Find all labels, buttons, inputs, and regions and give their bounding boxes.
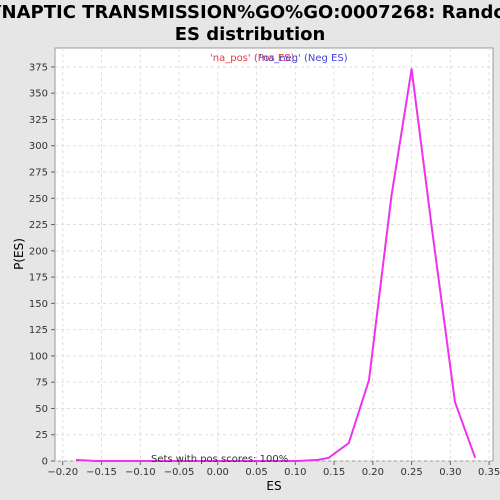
y-tick-label: 50: [35, 404, 48, 415]
y-tick-label: 175: [29, 273, 48, 284]
y-tick-label: 350: [29, 89, 48, 100]
x-tick-label: 0.20: [362, 467, 384, 478]
y-axis-label: P(ES): [12, 238, 26, 270]
axes: −0.20 −0.15 −0.10 −0.05 0.00 0.05 0.10 0.15 0.20…: [29, 62, 500, 478]
series-line: [75, 68, 477, 462]
y-tick-label: 225: [29, 220, 48, 231]
y-tick-label: 200: [29, 246, 48, 257]
y-tick-label: 325: [29, 115, 48, 126]
y-tick-label: 250: [29, 194, 48, 205]
x-tick-label: −0.05: [164, 467, 195, 478]
series: [75, 68, 477, 462]
y-tick-label: 100: [29, 351, 48, 362]
x-tick-label: 0.25: [400, 467, 422, 478]
y-tick-label: 275: [29, 168, 48, 179]
x-tick-label: −0.15: [86, 467, 117, 478]
x-tick-label: 0.10: [284, 467, 306, 478]
y-tick-label: 0: [42, 457, 48, 468]
legend-entry-neg: 'na_neg' (Neg ES): [259, 53, 348, 64]
y-tick-label: 75: [35, 378, 48, 389]
chart-title-line-2: ES distribution: [175, 24, 326, 45]
y-tick-label: 375: [29, 62, 48, 73]
x-tick-label: 0.30: [439, 467, 461, 478]
x-tick-label: 0.35: [478, 467, 500, 478]
x-tick-label: 0.00: [207, 467, 229, 478]
chart-title-line-1: SYNAPTIC TRANSMISSION%GO%GO:0007268: Ran…: [0, 2, 500, 23]
y-tick-label: 150: [29, 299, 48, 310]
legend-entry-pos: 'na_pos' (Pos ES): [210, 53, 295, 64]
x-tick-label: 0.05: [245, 467, 267, 478]
annotation-sets-pos: Sets with pos scores: 100%: [151, 454, 288, 465]
plot-area: [54, 47, 494, 462]
y-tick-label: 25: [35, 430, 48, 441]
x-tick-label: −0.20: [47, 467, 78, 478]
x-tick-label: 0.15: [323, 467, 345, 478]
x-tick-label: −0.10: [125, 467, 156, 478]
y-tick-label: 300: [29, 141, 48, 152]
y-tick-label: 125: [29, 325, 48, 336]
x-axis-label: ES: [266, 479, 281, 493]
